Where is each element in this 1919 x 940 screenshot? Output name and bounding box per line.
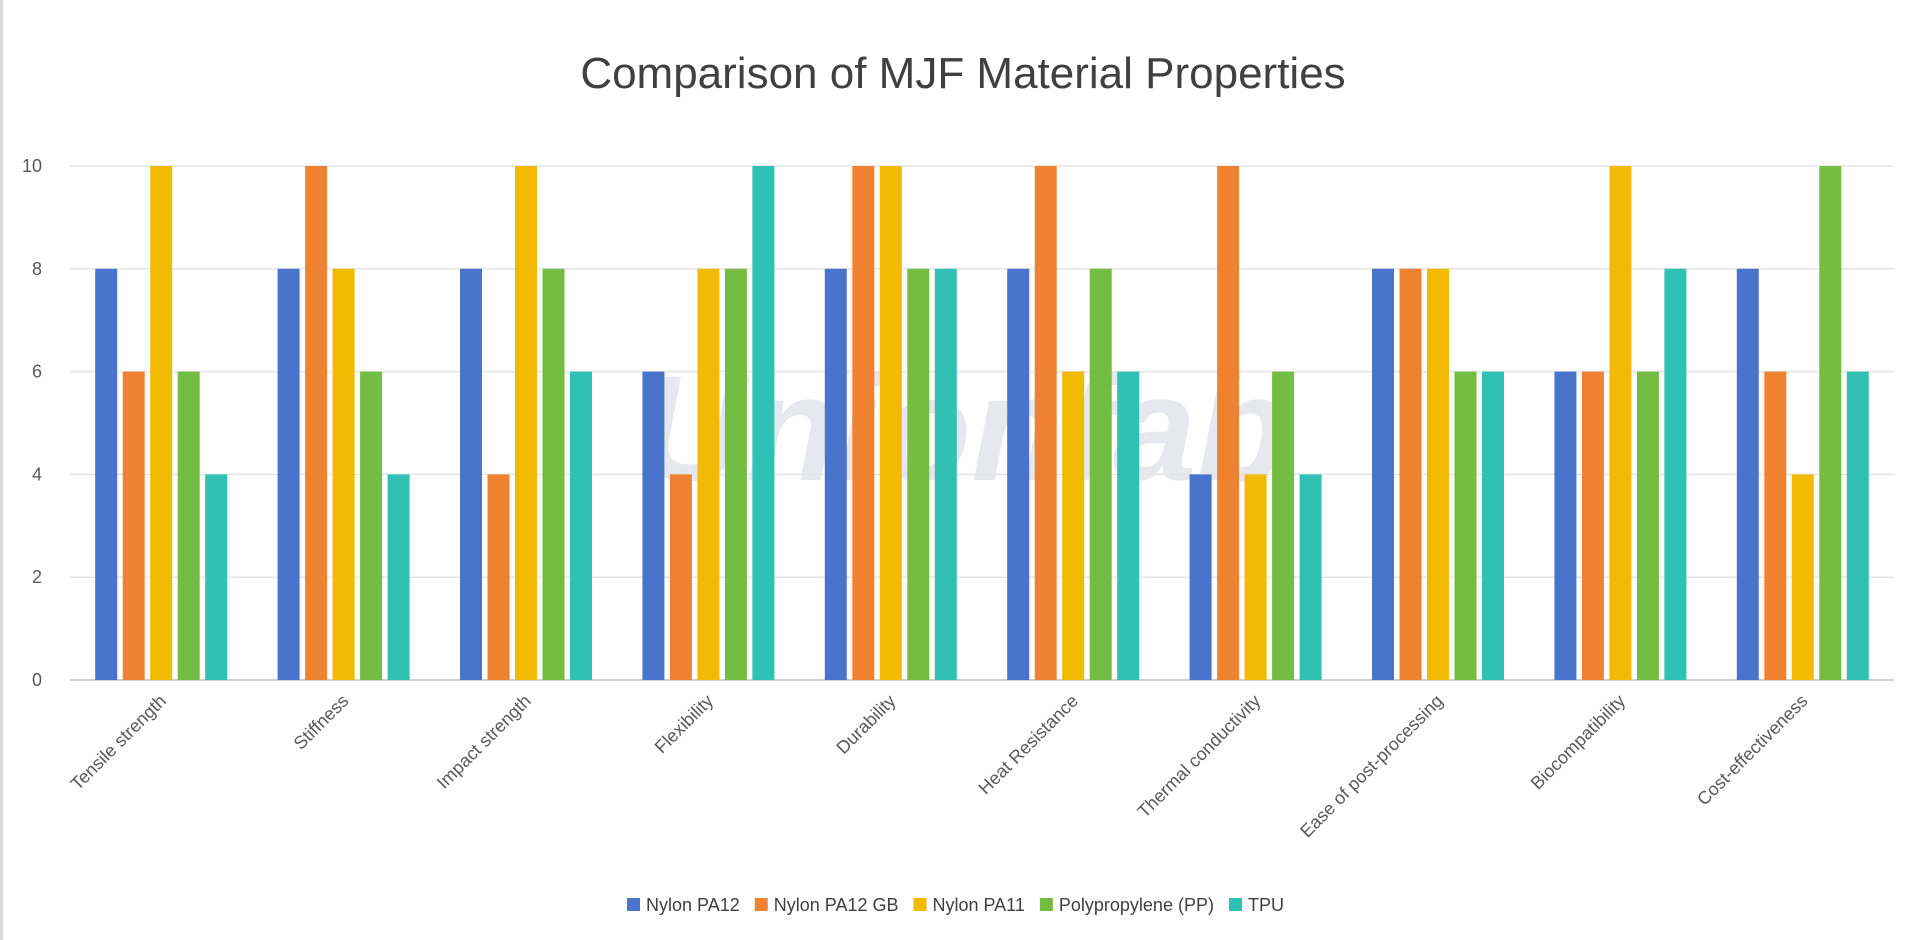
bar	[1189, 474, 1212, 680]
bar	[1089, 268, 1112, 680]
legend-label: Nylon PA12	[646, 895, 740, 915]
bar	[1372, 268, 1394, 680]
bar-chart: Comparison of MJF Material Properties Un…	[22, 49, 1894, 915]
bar	[305, 166, 328, 680]
bar	[934, 268, 957, 680]
legend-label: Nylon PA11	[932, 895, 1024, 915]
y-tick-label: 8	[32, 259, 42, 279]
bar	[122, 371, 145, 680]
bar	[570, 371, 592, 680]
bar	[515, 166, 537, 680]
bar	[1399, 268, 1422, 680]
bar	[1007, 268, 1030, 680]
bar	[1581, 371, 1604, 680]
y-tick-label: 10	[22, 156, 42, 176]
bar	[177, 371, 200, 680]
bar	[332, 268, 355, 680]
bar	[1664, 268, 1687, 680]
bar	[1764, 371, 1787, 680]
bar	[852, 166, 875, 680]
legend-swatch	[1039, 898, 1053, 911]
y-tick-label: 2	[32, 567, 42, 587]
legend-swatch	[1228, 898, 1242, 911]
bar	[824, 268, 847, 680]
x-tick-label: Cost-effectiveness	[1693, 691, 1812, 810]
bar	[1819, 166, 1842, 680]
bar	[1454, 371, 1477, 680]
bar	[1554, 371, 1577, 680]
bar	[1299, 474, 1322, 680]
legend-label: Nylon PA12 GB	[774, 895, 899, 915]
y-tick-label: 4	[32, 464, 42, 484]
bar	[1791, 474, 1814, 680]
x-tick-label: Thermal conductivity	[1134, 691, 1265, 822]
bar	[1482, 371, 1504, 680]
legend-swatch	[627, 898, 641, 911]
legend-item: Polypropylene (PP)	[1039, 895, 1214, 915]
legend-item: Nylon PA11	[913, 895, 1025, 915]
bar	[1736, 268, 1759, 680]
x-tick-label: Flexibility	[651, 691, 717, 757]
bar	[724, 268, 747, 680]
bar	[95, 268, 118, 680]
x-tick-label: Ease of post-processing	[1296, 691, 1447, 842]
bar	[460, 268, 482, 680]
bar	[669, 474, 692, 680]
x-tick-label: Stiffness	[290, 691, 353, 754]
bar	[360, 371, 383, 680]
bar	[752, 166, 775, 680]
bar	[205, 474, 228, 680]
bar	[1636, 371, 1659, 680]
x-tick-label: Impact strength	[433, 691, 535, 793]
legend-swatch	[754, 898, 768, 911]
bar	[387, 474, 410, 680]
legend-item: Nylon PA12	[627, 895, 740, 915]
bar	[907, 268, 930, 680]
bar	[1117, 371, 1140, 680]
y-tick-label: 0	[32, 670, 42, 690]
legend-item: Nylon PA12 GB	[754, 895, 899, 915]
bar	[697, 268, 720, 680]
bar	[1427, 268, 1449, 680]
bar	[487, 474, 510, 680]
bar	[1062, 371, 1085, 680]
legend-item: TPU	[1228, 895, 1284, 915]
bar	[277, 268, 300, 680]
x-tick-label: Heat Resistance	[974, 691, 1082, 799]
bar	[1034, 166, 1057, 680]
x-tick-label: Biocompatibility	[1527, 691, 1630, 794]
bar	[150, 166, 173, 680]
chart-title: Comparison of MJF Material Properties	[580, 49, 1345, 98]
bar	[1244, 474, 1267, 680]
x-tick-label: Tensile strength	[67, 691, 170, 794]
bar	[542, 268, 565, 680]
bar	[1846, 371, 1869, 680]
bar	[1272, 371, 1295, 680]
bar	[879, 166, 902, 680]
bar	[1609, 166, 1632, 680]
legend-label: Polypropylene (PP)	[1059, 895, 1214, 915]
legend-swatch	[913, 898, 927, 911]
y-tick-label: 6	[32, 362, 42, 382]
bar	[1217, 166, 1240, 680]
x-tick-label: Durability	[832, 691, 899, 758]
legend-label: TPU	[1248, 895, 1284, 915]
bar	[642, 371, 665, 680]
